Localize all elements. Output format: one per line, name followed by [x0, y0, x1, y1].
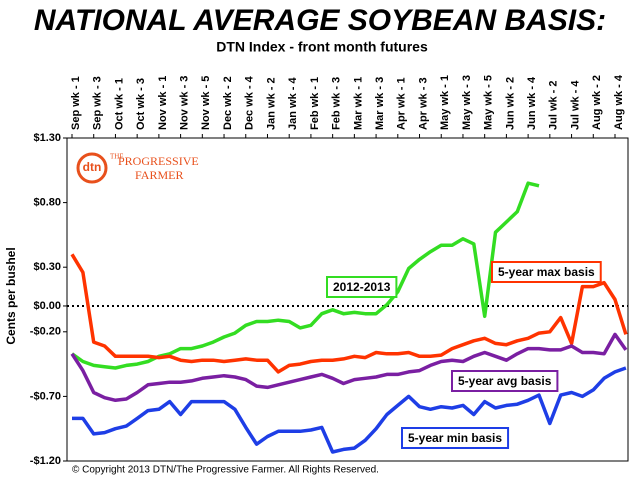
series-label: 5-year avg basis: [451, 370, 559, 392]
chart-title: NATIONAL AVERAGE SOYBEAN BASIS:: [34, 4, 606, 37]
logo-ring: [76, 152, 108, 184]
x-tick-label: Jan wk - 2: [265, 77, 277, 130]
logo-text: THE: [110, 153, 124, 161]
y-tick-label: $0.30: [33, 261, 61, 273]
series-line: [70, 181, 540, 370]
chart-subtitle: DTN Index - front month futures: [216, 39, 428, 55]
y-axis-label: Cents per bushel: [4, 247, 18, 344]
x-tick-label: Aug wk - 4: [613, 74, 625, 130]
x-tick-label: Nov wk - 3: [179, 76, 191, 130]
x-tick-label: Apr wk - 1: [396, 77, 408, 130]
series-label: 5-year min basis: [401, 427, 510, 449]
x-tick-label: Nov wk - 5: [200, 76, 212, 130]
x-tick-label: Feb wk - 1: [309, 77, 321, 130]
x-tick-label: May wk - 1: [439, 75, 451, 130]
logo-text: FARMER: [135, 168, 183, 182]
y-tick-label: -$0.70: [30, 390, 61, 402]
y-tick-label: -$1.20: [30, 455, 61, 467]
y-tick-label: $0.80: [33, 197, 61, 209]
x-tick-label: Apr wk - 3: [417, 77, 429, 130]
x-tick-label: May wk - 3: [461, 75, 473, 130]
copyright: © Copyright 2013 DTN/The Progressive Far…: [72, 465, 379, 476]
series-label: 2012-2013: [326, 276, 398, 298]
series-line: [70, 332, 628, 403]
logo-mark: dtn: [83, 160, 102, 174]
x-tick-label: Mar wk - 3: [374, 77, 386, 130]
series-label-text: 5-year max basis: [498, 265, 595, 279]
logo: dtn THE PROGRESSIVE FARMER: [76, 152, 199, 184]
x-tick-label: Sep wk - 1: [70, 76, 82, 130]
plot-frame: [66, 137, 629, 462]
logo-text: PROGRESSIVE: [118, 154, 199, 168]
x-tick-label: Dec wk - 4: [244, 75, 256, 130]
x-tick-label: Nov wk - 1: [157, 76, 169, 130]
x-tick-label: Oct wk - 1: [113, 78, 125, 130]
y-tick-label: $1.30: [33, 132, 61, 144]
series-label-text: 5-year avg basis: [458, 374, 552, 388]
x-tick-label: Jul wk - 2: [548, 80, 560, 130]
series-label: 5-year max basis: [491, 261, 602, 283]
series-line: [72, 366, 627, 454]
x-tick-label: Feb wk - 3: [331, 77, 343, 130]
x-tick-label: Sep wk - 3: [92, 76, 104, 130]
y-tick-label: $0.00: [33, 300, 61, 312]
series-label-text: 2012-2013: [333, 280, 391, 294]
x-tick-label: Jun wk - 4: [526, 76, 538, 130]
x-tick-label: Dec wk - 2: [222, 76, 234, 130]
series-label-box: [401, 427, 510, 449]
x-tick-label: Mar wk - 1: [352, 77, 364, 130]
x-tick-label: May wk - 5: [483, 75, 495, 130]
series-label-box: [491, 261, 602, 283]
series-label-box: [326, 276, 398, 298]
y-tick-label: -$0.20: [30, 326, 61, 338]
x-tick-label: Jan wk - 4: [287, 77, 299, 130]
x-tick-label: Aug wk - 2: [591, 75, 603, 130]
series-label-box: [451, 370, 559, 392]
series-line: [70, 253, 628, 374]
series-label-text: 5-year min basis: [408, 431, 502, 445]
x-tick-label: Jun wk - 2: [504, 77, 516, 130]
x-tick-label: Jul wk - 4: [569, 80, 581, 130]
x-tick-label: Oct wk - 3: [135, 78, 147, 130]
